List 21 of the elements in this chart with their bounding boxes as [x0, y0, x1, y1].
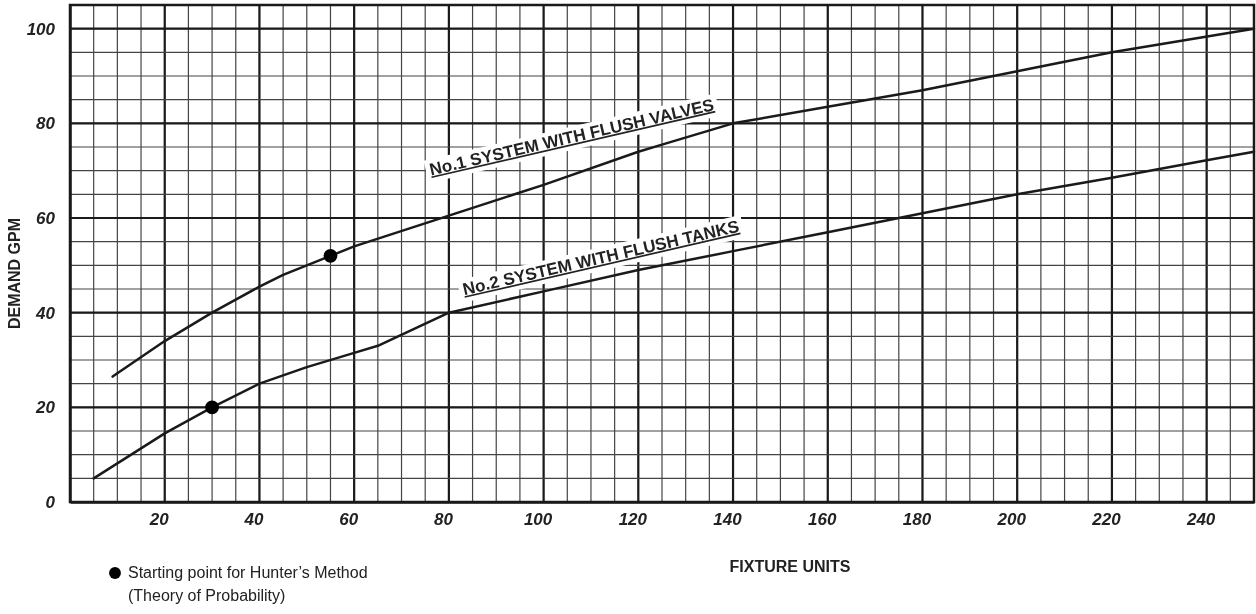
x-axis-title: FIXTURE UNITS — [729, 558, 851, 575]
x-tick-label: 40 — [243, 510, 264, 530]
y-tick-label: 20 — [35, 398, 56, 418]
x-tick-label: 100 — [523, 510, 553, 530]
y-tick-label: 60 — [36, 208, 56, 228]
x-tick-label: 200 — [996, 510, 1027, 530]
x-tick-label: 140 — [713, 510, 743, 530]
y-tick-label: 100 — [26, 19, 56, 39]
x-tick-label: 20 — [148, 510, 170, 530]
y-tick-label: 80 — [36, 114, 56, 134]
x-tick-label: 160 — [808, 510, 837, 530]
y-axis-title: DEMAND GPM — [6, 217, 23, 330]
x-tick-label: 120 — [618, 510, 648, 530]
x-tick-label: 240 — [1185, 510, 1216, 530]
y-tick-label: 0 — [45, 492, 56, 512]
x-tick-label: 80 — [433, 510, 454, 530]
x-tick-label: 220 — [1091, 510, 1122, 530]
x-tick-label: 180 — [902, 510, 932, 530]
x-tick-label: 60 — [339, 510, 359, 530]
y-tick-label: 40 — [35, 303, 56, 323]
legend-label: Starting point for Hunter’s Method (Theory of Probability) — [128, 564, 368, 604]
